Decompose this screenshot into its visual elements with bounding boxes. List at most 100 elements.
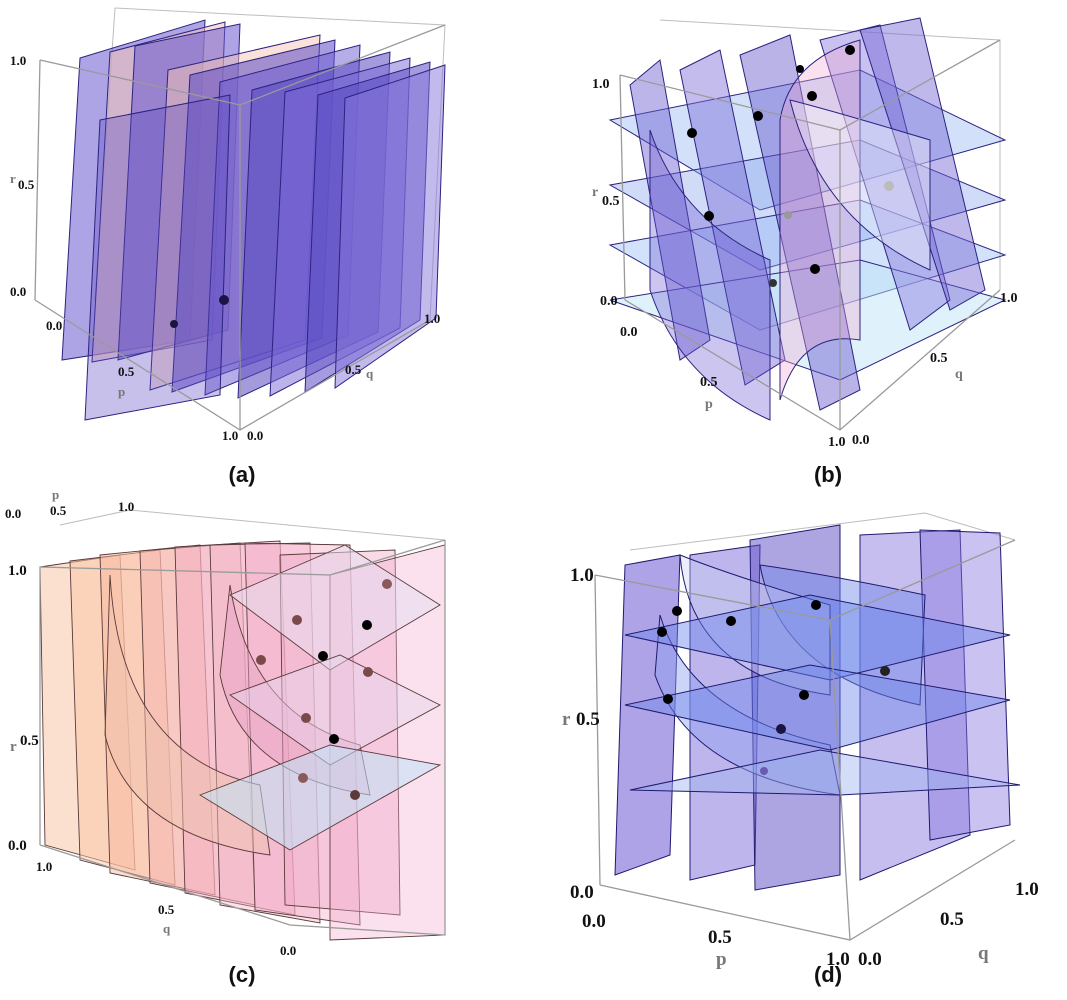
panel-d-point	[726, 616, 736, 626]
panel-b-q-tick: 0.5	[930, 351, 948, 366]
panel-b-p-tick: 0.0	[620, 325, 638, 340]
panel-d-q-tick: 0.5	[940, 909, 964, 930]
panel-a-r-tick: 0.0	[10, 284, 26, 299]
panel-b-point	[704, 211, 714, 221]
caption-c: (c)	[228, 962, 256, 987]
panel-c-q-tick: 0.0	[280, 943, 296, 958]
panel-c-sheets	[39, 540, 446, 941]
panel-a-r-tick: 1.0	[10, 53, 26, 68]
panel-b-q-tick: 0.0	[852, 433, 870, 448]
panel-d-sheets	[614, 524, 1021, 891]
panel-c-point	[350, 790, 360, 800]
panel-c-plot: 0.0 0.5 1.0 p 1.0 0.5 0.0 r 1.0 0.5 0.0 …	[5, 487, 446, 958]
panel-a-plot: 1.0 0.5 0.0 r 0.0 0.5 1.0 p 0.0 0.5 1.0 …	[10, 7, 446, 443]
panel-d-point	[672, 606, 682, 616]
panel-d-point	[799, 690, 809, 700]
panel-c-point	[318, 651, 328, 661]
panel-a-q-tick: 0.0	[247, 428, 263, 443]
panel-a-box-front	[34, 24, 446, 431]
panel-d-r-tick: 0.5	[576, 709, 600, 730]
panel-a-q-tick: 0.5	[345, 362, 362, 377]
panel-a-p-tick: 0.0	[46, 318, 62, 333]
panel-b-point	[884, 181, 894, 191]
panel-c-box-front	[39, 539, 446, 936]
panel-c-point	[256, 655, 266, 665]
panel-b-point	[753, 111, 763, 121]
panel-c-point	[292, 615, 302, 625]
panel-b-r-label: r	[592, 185, 598, 200]
panel-b-p-tick: 1.0	[828, 435, 846, 450]
panel-d-q-tick: 0.0	[858, 949, 882, 970]
panel-d-box-front	[594, 539, 1016, 941]
panel-b-plot: 1.0 0.5 0.0 r 0.0 0.5 1.0 p 0.0 0.5 1.0 …	[592, 17, 1018, 450]
panel-d-p-tick: 0.5	[708, 927, 732, 948]
panel-b-r-tick: 0.5	[602, 194, 620, 209]
panel-b-sheets	[608, 17, 1007, 421]
panel-c-point	[363, 667, 373, 677]
panel-c-points	[256, 579, 392, 800]
caption-a: (a)	[228, 462, 256, 487]
panel-b-q-label: q	[955, 367, 963, 382]
panel-c-point	[382, 579, 392, 589]
panel-a-p-tick: 0.5	[118, 364, 135, 379]
panel-c-q-label: q	[163, 921, 171, 936]
panel-b-point	[687, 128, 697, 138]
panel-b-p-label: p	[705, 397, 713, 412]
panel-a-sheets	[61, 19, 446, 421]
panel-b-r-tick: 0.0	[600, 294, 618, 309]
panel-c-p-label: p	[52, 487, 59, 502]
panel-c-q-tick: 0.5	[158, 902, 175, 917]
panel-d-p-tick: 1.0	[826, 949, 850, 970]
panel-b-points	[687, 45, 894, 287]
panel-a-r-tick: 0.5	[18, 177, 35, 192]
panel-a-point	[219, 295, 229, 305]
panel-b-point	[807, 91, 817, 101]
panel-b-box-front	[619, 39, 1001, 431]
panel-c-point	[362, 620, 372, 630]
panel-c-box-back	[59, 509, 446, 541]
panel-a-q-tick: 1.0	[424, 311, 440, 326]
panel-b-point	[845, 45, 855, 55]
panel-d-points	[657, 600, 890, 775]
panel-d-q-tick: 1.0	[1015, 879, 1039, 900]
panel-c-r-tick: 0.5	[20, 733, 39, 749]
panel-b-q-tick: 1.0	[1000, 291, 1018, 306]
panel-a-q-label: q	[366, 366, 374, 381]
caption-d: (d)	[813, 962, 843, 987]
panel-b-p-tick: 0.5	[700, 375, 718, 390]
panel-d-point	[760, 767, 768, 775]
panel-c-p-tick: 0.5	[50, 503, 67, 518]
panel-d-plot: 1.0 0.5 0.0 r 0.0 0.5 1.0 p 0.0 0.5 1.0 …	[562, 512, 1039, 970]
panel-c-point	[301, 713, 311, 723]
panel-d-point	[811, 600, 821, 610]
panel-b-point	[810, 264, 820, 274]
panel-b-r-tick: 1.0	[592, 77, 610, 92]
panel-a-point	[170, 320, 178, 328]
panel-d-point	[776, 724, 786, 734]
panel-d-point	[880, 666, 890, 676]
panel-d-point	[657, 627, 667, 637]
panel-d-r-tick: 1.0	[570, 565, 594, 586]
panel-c-point	[298, 773, 308, 783]
panel-b-point	[784, 211, 792, 219]
panel-d-r-tick: 0.0	[570, 882, 594, 903]
panel-c-p-tick: 0.0	[5, 506, 21, 521]
panel-d-box-back	[629, 512, 1016, 551]
panel-c-q-tick: 1.0	[36, 859, 52, 874]
panel-c-p-tick: 1.0	[118, 499, 134, 514]
panel-c-point	[329, 734, 339, 744]
caption-b: (b)	[813, 462, 843, 487]
panel-d-p-label: p	[716, 949, 727, 970]
panel-d-q-label: q	[978, 943, 989, 964]
panel-b-point	[769, 279, 777, 287]
panel-a-r-label: r	[10, 171, 16, 186]
panel-b-point	[796, 65, 804, 73]
panel-d-point	[663, 694, 673, 704]
panel-c-r-tick: 0.0	[8, 838, 27, 854]
panel-d-p-tick: 0.0	[582, 911, 606, 932]
panel-c-r-tick: 1.0	[8, 563, 27, 579]
panel-c-r-label: r	[10, 739, 17, 755]
panel-a-p-label: p	[118, 384, 125, 399]
panel-d-r-label: r	[562, 709, 571, 730]
panel-a-p-tick: 1.0	[222, 428, 238, 443]
